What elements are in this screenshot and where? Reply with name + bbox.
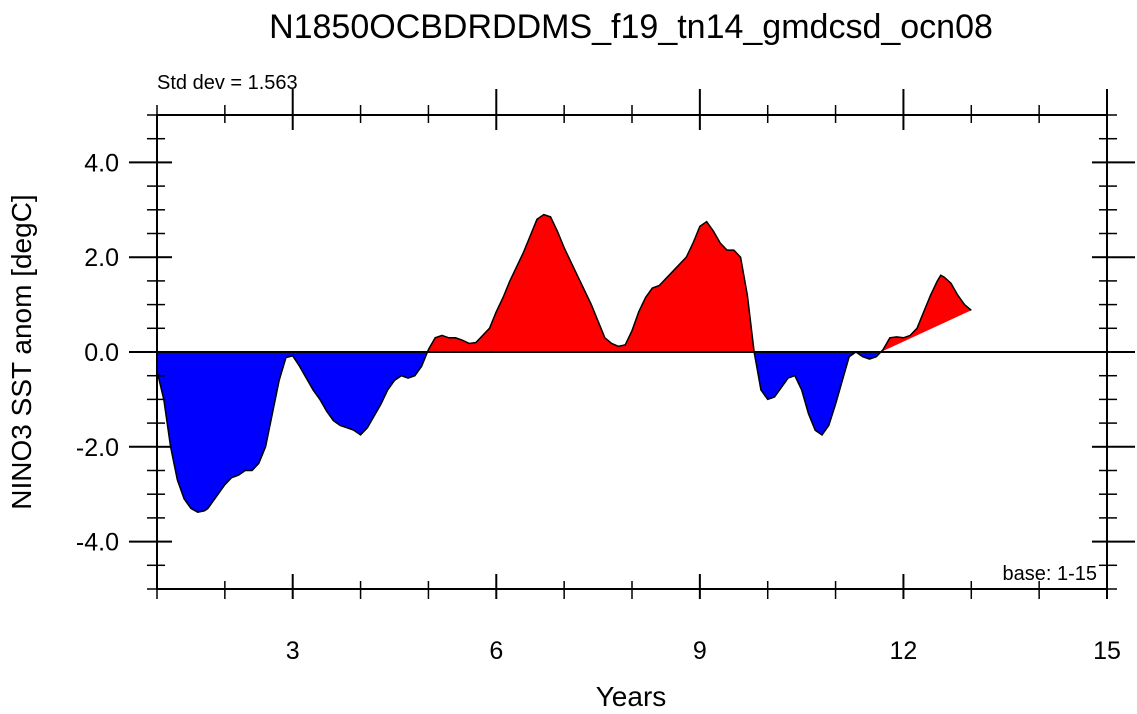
x-tick-label-2: 9 <box>693 637 707 665</box>
x-tick-label-0: 3 <box>286 637 300 665</box>
y-tick-label-4: 4.0 <box>84 149 119 177</box>
x-tick-labels: 3 6 9 12 15 <box>286 637 1121 665</box>
x-tick-label-1: 6 <box>489 637 503 665</box>
y-axis-label: NINO3 SST anom [degC] <box>6 194 37 509</box>
base-period-label: base: 1-15 <box>1002 563 1097 585</box>
chart-title: N1850OCBDRDDMS_f19_tn14_gmdcsd_ocn08 <box>269 8 993 46</box>
anomaly-fills <box>157 214 972 513</box>
y-tick-label-3: 2.0 <box>84 244 119 272</box>
negative-anomaly-fill-0 <box>157 352 428 513</box>
negative-anomaly-fill-2 <box>754 352 856 435</box>
x-tick-label-4: 15 <box>1093 637 1121 665</box>
x-tick-label-3: 12 <box>890 637 918 665</box>
y-tick-label-1: -2.0 <box>76 434 119 462</box>
positive-anomaly-fill-5 <box>880 275 972 352</box>
x-axis-label: Years <box>596 681 667 712</box>
y-tick-label-2: 0.0 <box>84 339 119 367</box>
std-dev-label: Std dev = 1.563 <box>157 72 298 94</box>
positive-anomaly-fill-1 <box>427 214 755 352</box>
anomaly-series-line <box>156 213 972 514</box>
y-tick-labels: -4.0 -2.0 0.0 2.0 4.0 <box>76 149 119 556</box>
axis-ticks <box>129 89 1135 599</box>
y-tick-label-0: -4.0 <box>76 529 119 557</box>
